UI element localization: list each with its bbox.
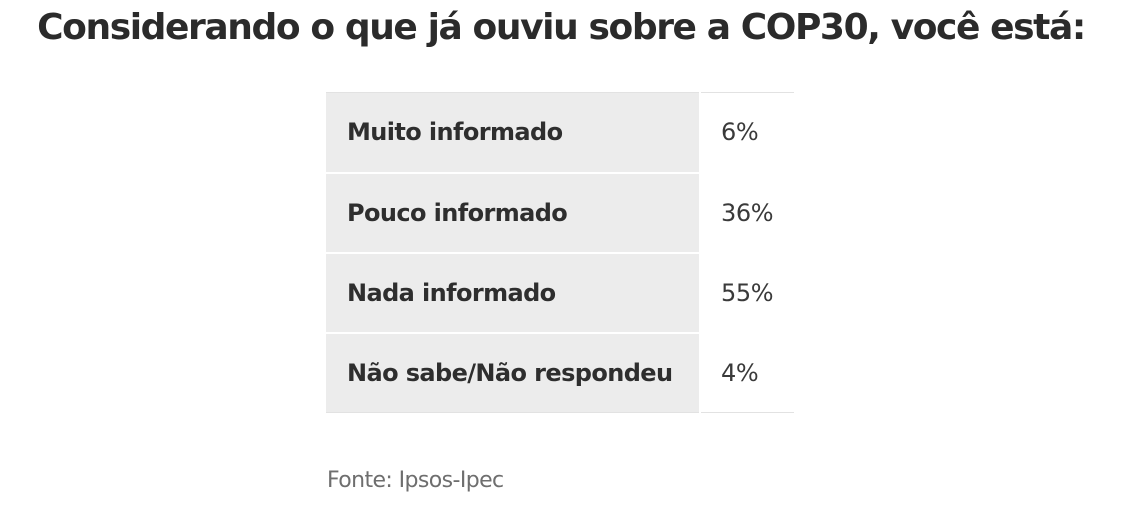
row-label: Muito informado: [326, 92, 700, 173]
row-value: 36%: [699, 171, 794, 253]
row-value: 4%: [699, 331, 794, 413]
row-value: 6%: [699, 92, 794, 173]
row-label: Nada informado: [326, 251, 700, 333]
results-table: Muito informado 6% Pouco informado 36% N…: [326, 92, 794, 413]
source-note: Fonte: Ipsos-Ipec: [327, 468, 504, 493]
row-value: 55%: [699, 251, 794, 333]
table-row: Muito informado 6%: [326, 92, 794, 173]
row-label: Pouco informado: [326, 171, 700, 253]
table-row: Nada informado 55%: [326, 251, 794, 333]
table-row: Não sabe/Não respondeu 4%: [326, 331, 794, 413]
chart-title: Considerando o que já ouviu sobre a COP3…: [37, 7, 1086, 48]
table-row: Pouco informado 36%: [326, 171, 794, 253]
row-label: Não sabe/Não respondeu: [326, 331, 700, 413]
